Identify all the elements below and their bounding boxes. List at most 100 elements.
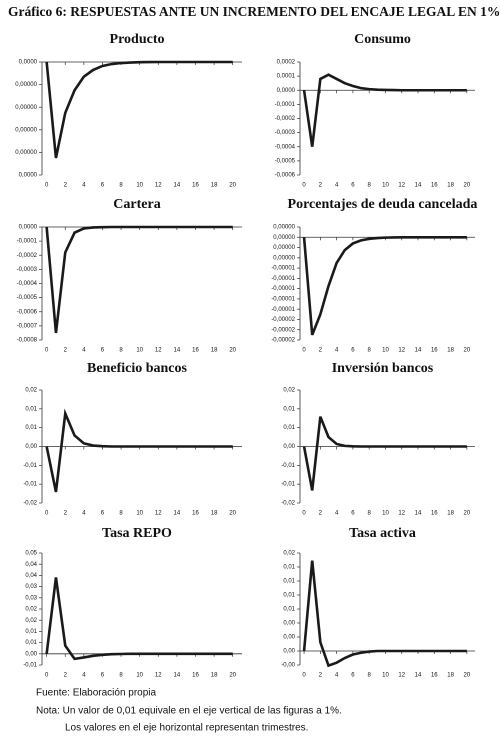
x-tick-label: 6: [351, 511, 355, 517]
y-tick-label: -0,0003: [17, 267, 38, 273]
y-tick-label: 0,00000: [15, 105, 37, 111]
y-tick-label: 0,0000: [19, 225, 38, 231]
x-tick-label: 12: [155, 673, 162, 679]
x-tick-label: 8: [119, 673, 123, 679]
x-tick-label: 0: [302, 673, 306, 679]
x-tick-label: 18: [211, 183, 218, 189]
x-tick-label: 12: [155, 183, 162, 189]
x-tick-label: 4: [82, 511, 86, 517]
x-tick-label: 20: [229, 348, 236, 354]
x-tick-label: 6: [351, 673, 355, 679]
x-tick-label: 2: [319, 348, 323, 354]
x-tick-label: 12: [398, 348, 405, 354]
x-tick-label: 4: [82, 183, 86, 189]
y-tick-label: 0,01: [25, 640, 37, 646]
line-series: [302, 416, 467, 491]
note: Los valores en el eje horizontal represe…: [65, 723, 308, 734]
line-series: [45, 408, 233, 493]
x-tick-label: 10: [136, 183, 143, 189]
x-tick-label: 2: [64, 511, 68, 517]
x-tick-label: 20: [464, 511, 471, 517]
y-tick-label: 0,02: [25, 618, 37, 624]
x-tick-label: 8: [119, 511, 123, 517]
x-tick-label: 14: [415, 511, 422, 517]
x-tick-label: 10: [382, 348, 389, 354]
y-tick-label: 0,00000: [15, 82, 37, 88]
y-tick-label: 0,05: [25, 551, 37, 557]
x-tick-label: 4: [335, 511, 339, 517]
y-tick-label: 0,00000: [273, 245, 295, 251]
y-tick-label: -0,00001: [271, 266, 295, 272]
y-tick-label: -0,01: [23, 663, 37, 669]
x-tick-label: 14: [174, 673, 181, 679]
y-tick-label: 0,00: [283, 621, 295, 627]
x-tick-label: 12: [398, 511, 405, 517]
x-tick-label: 18: [211, 511, 218, 517]
y-tick-label: 0,00: [25, 651, 37, 657]
x-tick-label: 6: [351, 183, 355, 189]
x-tick-label: 16: [192, 511, 199, 517]
line-series: [302, 73, 467, 147]
x-tick-label: 8: [368, 183, 372, 189]
x-tick-label: 14: [415, 348, 422, 354]
x-tick-label: 14: [174, 183, 181, 189]
x-tick-label: 18: [447, 511, 454, 517]
x-tick-label: 16: [431, 511, 438, 517]
y-tick-label: -0,0007: [17, 323, 38, 329]
x-tick-label: 0: [302, 348, 306, 354]
y-tick-label: -0,00001: [271, 286, 295, 292]
y-tick-label: -0,0005: [17, 295, 38, 301]
x-tick-label: 10: [136, 348, 143, 354]
x-tick-label: 20: [229, 183, 236, 189]
x-tick-label: 10: [136, 673, 143, 679]
x-tick-label: 16: [192, 348, 199, 354]
y-tick-label: 0,01: [283, 425, 295, 431]
x-tick-label: 16: [431, 183, 438, 189]
x-tick-label: 14: [415, 183, 422, 189]
note: Nota: Un valor de 0,01 equivale en el ej…: [36, 706, 342, 717]
line-series: [45, 60, 233, 159]
y-tick-label: 0,00: [25, 444, 37, 450]
y-tick-label: -0,0003: [275, 130, 296, 136]
y-tick-label: -0,00001: [271, 276, 295, 282]
x-tick-label: 16: [431, 348, 438, 354]
y-tick-label: 0,02: [283, 388, 295, 394]
y-tick-label: 0,04: [25, 573, 37, 579]
x-tick-label: 20: [229, 511, 236, 517]
y-tick-label: 0,00000: [15, 150, 37, 156]
y-tick-label: 0,00: [283, 635, 295, 641]
y-tick-label: -0,02: [23, 501, 37, 507]
x-tick-label: 12: [398, 673, 405, 679]
y-tick-label: -0,01: [281, 463, 295, 469]
x-tick-label: 6: [101, 183, 105, 189]
x-tick-label: 14: [415, 673, 422, 679]
x-tick-label: 10: [382, 511, 389, 517]
figure-title: Gráfico 6: RESPUESTAS ANTE UN INCREMENTO…: [8, 4, 500, 19]
x-tick-label: 12: [398, 183, 405, 189]
x-tick-label: 20: [464, 673, 471, 679]
x-tick-label: 2: [64, 673, 68, 679]
panel-title: Inversión bancos: [332, 361, 434, 376]
x-tick-label: 14: [174, 511, 181, 517]
x-tick-label: 2: [319, 673, 323, 679]
y-tick-label: 0,01: [283, 593, 295, 599]
y-tick-label: -0,0005: [275, 158, 296, 164]
x-tick-label: 0: [45, 673, 49, 679]
x-tick-label: 18: [447, 673, 454, 679]
x-tick-label: 8: [368, 348, 372, 354]
y-tick-label: -0,02: [281, 501, 295, 507]
y-tick-label: -0,0004: [17, 281, 38, 287]
x-tick-label: 4: [82, 673, 86, 679]
y-tick-label: 0,01: [25, 406, 37, 412]
line-series: [302, 235, 467, 336]
y-tick-label: -0,0004: [275, 144, 296, 150]
x-tick-label: 4: [335, 183, 339, 189]
y-tick-label: 0,04: [25, 562, 37, 568]
y-tick-label: -0,00001: [271, 296, 295, 302]
y-tick-label: -0,0001: [17, 239, 38, 245]
y-tick-label: 0,00000: [273, 255, 295, 261]
x-tick-label: 12: [155, 511, 162, 517]
x-tick-label: 6: [101, 673, 105, 679]
x-tick-label: 18: [447, 348, 454, 354]
